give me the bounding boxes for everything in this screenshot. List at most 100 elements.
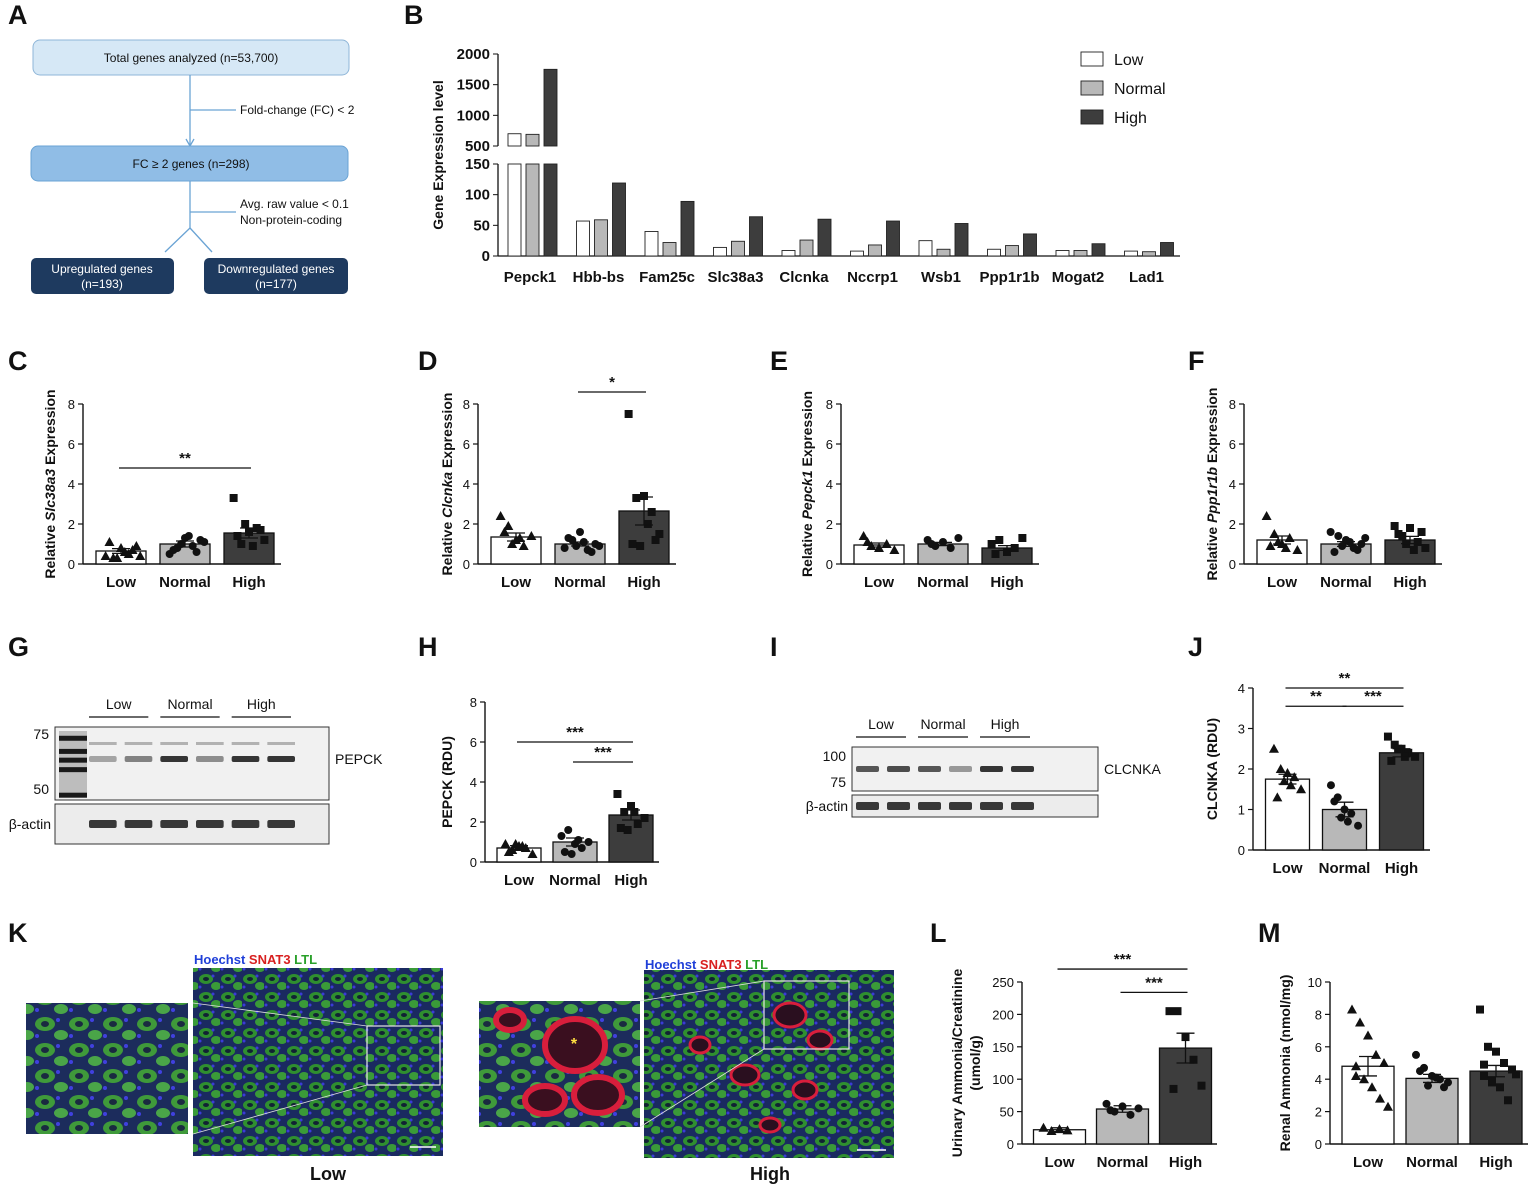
actin-band <box>949 802 972 810</box>
snat3-positive-tubule <box>571 1074 625 1116</box>
point-normal <box>1354 821 1363 830</box>
bar-mogat2 <box>1073 250 1088 257</box>
point-high <box>1018 534 1027 542</box>
y-tick-label: 4 <box>1315 1072 1322 1087</box>
micrograph-low <box>193 968 443 1156</box>
x-tick-label: Normal <box>554 574 606 591</box>
y-tick-label: 100 <box>992 1072 1014 1087</box>
point-normal <box>1343 817 1352 826</box>
bar-lad1 <box>1124 250 1138 257</box>
point-low <box>112 553 123 562</box>
y-axis-label: PEPCK (RDU) <box>439 736 455 828</box>
bar-clcnka <box>817 218 832 257</box>
micrograph-low-zoom <box>26 1003 188 1134</box>
x-tick-label: High <box>1393 574 1426 591</box>
x-tick-label: Normal <box>1319 860 1371 877</box>
actin-band <box>887 802 910 810</box>
point-high <box>1480 1071 1488 1080</box>
point-normal <box>184 532 193 540</box>
y-tick-label: 4 <box>1229 477 1236 492</box>
point-high <box>1417 528 1426 536</box>
mw-marker: 50 <box>33 781 49 797</box>
blot-group-label: Low <box>868 716 895 732</box>
point-low <box>135 551 146 560</box>
significance-label: ** <box>1310 688 1322 705</box>
filter2-label: Non-protein-coding <box>240 213 342 227</box>
point-high <box>987 540 996 548</box>
point-normal <box>1361 534 1370 542</box>
x-tick-label: Low <box>106 574 136 591</box>
blot-main-membrane <box>54 726 330 801</box>
protein-band <box>89 756 117 762</box>
y-tick-label: 1500 <box>457 77 490 94</box>
point-normal <box>595 542 604 550</box>
x-tick-label: Low <box>501 574 531 591</box>
point-high <box>647 508 656 516</box>
nonspecific-band <box>89 742 117 745</box>
bar-high <box>608 814 654 863</box>
point-high <box>640 492 648 500</box>
y-tick-label: 50 <box>1000 1105 1014 1120</box>
protein-band <box>1011 766 1034 772</box>
ladder-band <box>59 767 87 773</box>
chart-l: 0 50 100 150 200 250 Urinary Ammonia/Creatinin… <box>949 951 1217 1171</box>
bar-pepck1 <box>543 68 558 147</box>
point-high <box>628 540 637 548</box>
y-tick-label: 0 <box>463 557 470 572</box>
bar-clcnka <box>781 250 796 257</box>
x-tick-label: High <box>1385 860 1418 877</box>
point-high <box>633 820 642 828</box>
panel-letter-l: L <box>930 918 947 948</box>
legend-swatch-low <box>1080 51 1104 67</box>
significance-label: *** <box>594 744 612 761</box>
y-tick-label: 4 <box>1238 681 1245 696</box>
point-high <box>1383 732 1392 741</box>
bar-hbb-bs <box>576 220 590 257</box>
point-low <box>514 533 525 542</box>
point-normal <box>587 548 596 556</box>
actin-band <box>918 802 941 810</box>
bar-clcnka <box>799 239 814 257</box>
point-high <box>1484 1042 1492 1051</box>
point-high <box>1173 1007 1182 1016</box>
point-high <box>229 494 238 502</box>
x-tick-label: High <box>1169 1154 1202 1171</box>
point-high <box>613 790 622 798</box>
bar-mogat2 <box>1055 250 1070 257</box>
snat3-positive-tubule <box>542 1016 608 1074</box>
y-tick-label: 6 <box>470 735 477 750</box>
x-tick-label: Normal <box>549 872 601 889</box>
ladder-band <box>59 757 87 763</box>
actin-band <box>1011 802 1034 810</box>
point-low <box>518 541 529 550</box>
point-high <box>995 536 1004 544</box>
point-normal <box>1102 1099 1111 1108</box>
significance-label: *** <box>566 724 584 741</box>
point-high <box>1496 1083 1504 1092</box>
x-tick-label: Wsb1 <box>921 269 961 286</box>
point-low <box>1371 1049 1381 1059</box>
loading-control-label: β-actin <box>806 798 848 814</box>
point-low <box>1351 1070 1361 1080</box>
actin-band <box>89 820 117 828</box>
point-normal <box>1334 532 1343 540</box>
point-low <box>1269 529 1280 538</box>
actin-band <box>856 802 879 810</box>
point-high <box>1189 1055 1198 1064</box>
bar-high <box>1378 752 1425 851</box>
point-high <box>260 536 269 544</box>
y-tick-label: 0 <box>470 855 477 870</box>
point-normal <box>1347 809 1356 818</box>
actin-band <box>231 820 260 828</box>
x-tick-label: Low <box>504 872 534 889</box>
point-normal <box>927 540 936 548</box>
total-genes-label: Total genes analyzed (n=53,700) <box>104 51 278 65</box>
point-high <box>237 540 246 548</box>
y-tick-label: 6 <box>68 437 75 452</box>
point-high <box>1169 1084 1178 1093</box>
point-high <box>233 532 242 540</box>
legend-label-high: High <box>1114 110 1147 127</box>
bar-ppp1r1b <box>1023 233 1037 257</box>
y-tick-label: 100 <box>465 187 490 204</box>
y-tick-label: 0 <box>1238 843 1245 858</box>
